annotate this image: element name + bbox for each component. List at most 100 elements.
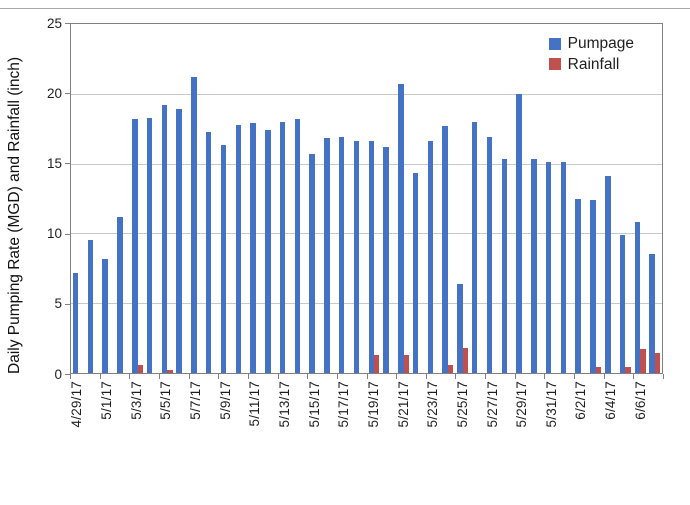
category-5/16/17 bbox=[322, 24, 337, 373]
category-6/3/17 bbox=[588, 24, 603, 373]
pumpage-bar-5/18/17 bbox=[353, 141, 360, 373]
category-5/4/17 bbox=[145, 24, 160, 373]
y-tick-label-25: 25 bbox=[46, 15, 62, 31]
pumpage-bar-5/4/17 bbox=[146, 117, 153, 373]
category-5/5/17 bbox=[160, 24, 175, 373]
pumpage-bar-5/2/17 bbox=[117, 216, 123, 373]
category-5/23/17 bbox=[426, 24, 441, 373]
bar-series-container bbox=[71, 24, 662, 373]
x-tick-mark-8 bbox=[188, 374, 190, 379]
category-6/4/17 bbox=[603, 24, 618, 373]
x-tick-mark-24 bbox=[425, 374, 427, 379]
x-tick-label-5/11/17: 5/11/17 bbox=[247, 381, 263, 427]
y-tick-mark-5 bbox=[65, 303, 70, 305]
x-tick-label-5/9/17: 5/9/17 bbox=[217, 381, 233, 420]
legend-swatch-rainfall bbox=[548, 58, 561, 71]
pumpage-bar-5/28/17 bbox=[501, 159, 508, 373]
pumpage-bar-5/1/17 bbox=[102, 258, 108, 373]
pumpage-bar-5/7/17 bbox=[191, 77, 197, 373]
category-5/7/17 bbox=[189, 24, 204, 373]
gridline-y-20 bbox=[71, 93, 662, 95]
rainfall-bar-5/21/17 bbox=[403, 354, 410, 373]
x-tick-mark-34 bbox=[574, 374, 576, 379]
category-6/1/17 bbox=[559, 24, 574, 373]
category-5/10/17 bbox=[234, 24, 249, 373]
y-tick-label-15: 15 bbox=[46, 155, 62, 171]
pumpage-bar-6/6/17 bbox=[634, 222, 641, 373]
x-tick-mark-14 bbox=[277, 374, 279, 379]
category-5/17/17 bbox=[337, 24, 352, 373]
gridline-y-5 bbox=[71, 303, 662, 305]
pumpage-bar-6/2/17 bbox=[575, 198, 581, 373]
y-tick-mark-25 bbox=[65, 23, 70, 24]
category-6/2/17 bbox=[574, 24, 589, 373]
pumpage-bar-5/29/17 bbox=[516, 93, 522, 373]
gridline-y-10 bbox=[71, 233, 662, 235]
pumpage-bar-5/19/17 bbox=[368, 141, 375, 373]
figure-top-border bbox=[0, 8, 690, 9]
pumpage-bar-5/24/17 bbox=[442, 125, 448, 373]
category-5/11/17 bbox=[248, 24, 263, 373]
category-5/9/17 bbox=[219, 24, 234, 373]
pumpage-bar-5/8/17 bbox=[205, 131, 212, 373]
y-tick-label-5: 5 bbox=[54, 296, 62, 312]
x-tick-label-5/17/17: 5/17/17 bbox=[336, 381, 352, 428]
pumpage-bar-5/6/17 bbox=[176, 109, 182, 373]
category-5/13/17 bbox=[278, 24, 293, 373]
category-4/30/17 bbox=[86, 24, 101, 373]
x-tick-label-5/13/17: 5/13/17 bbox=[276, 381, 292, 428]
rainfall-bar-5/19/17 bbox=[374, 354, 380, 373]
pumpage-bar-5/27/17 bbox=[486, 137, 493, 373]
rainfall-bar-6/7/17 bbox=[654, 352, 661, 373]
category-5/25/17 bbox=[455, 24, 470, 373]
category-5/1/17 bbox=[101, 24, 116, 373]
pumpage-bar-4/29/17 bbox=[72, 272, 79, 373]
y-tick-mark-10 bbox=[65, 233, 70, 235]
x-tick-mark-16 bbox=[307, 374, 309, 379]
x-tick-mark-36 bbox=[603, 374, 605, 379]
x-tick-mark-12 bbox=[247, 374, 249, 379]
x-tick-label-5/19/17: 5/19/17 bbox=[365, 381, 381, 428]
x-tick-mark-30 bbox=[514, 374, 516, 379]
x-tick-label-5/15/17: 5/15/17 bbox=[306, 381, 322, 428]
category-5/15/17 bbox=[308, 24, 323, 373]
category-6/5/17 bbox=[618, 24, 633, 373]
x-tick-label-6/2/17: 6/2/17 bbox=[573, 381, 589, 420]
category-5/21/17 bbox=[396, 24, 411, 373]
pumpage-bar-5/25/17 bbox=[457, 283, 463, 373]
category-5/20/17 bbox=[381, 24, 396, 373]
x-tick-mark-22 bbox=[396, 374, 398, 379]
x-tick-label-5/25/17: 5/25/17 bbox=[454, 381, 470, 428]
pumpage-bar-5/9/17 bbox=[220, 145, 227, 373]
x-tick-label-5/5/17: 5/5/17 bbox=[158, 381, 174, 420]
rainfall-bar-5/24/17 bbox=[447, 365, 454, 373]
pumpage-bar-5/20/17 bbox=[383, 146, 389, 373]
x-tick-label-5/23/17: 5/23/17 bbox=[425, 381, 441, 428]
category-5/19/17 bbox=[367, 24, 382, 373]
rainfall-bar-5/3/17 bbox=[137, 364, 143, 373]
pumpage-bar-5/16/17 bbox=[324, 138, 330, 373]
x-tick-mark-10 bbox=[218, 374, 220, 379]
y-tick-label-20: 20 bbox=[46, 85, 62, 101]
pumpage-bar-5/31/17 bbox=[545, 162, 552, 373]
legend-swatch-pumpage bbox=[548, 37, 561, 50]
x-tick-label-5/21/17: 5/21/17 bbox=[395, 381, 411, 428]
x-tick-mark-4 bbox=[129, 374, 131, 379]
legend-item-rainfall: Rainfall bbox=[548, 56, 634, 73]
category-5/18/17 bbox=[352, 24, 367, 373]
x-tick-mark-6 bbox=[158, 374, 160, 379]
y-tick-mark-20 bbox=[65, 93, 70, 95]
pumpage-bar-5/22/17 bbox=[412, 173, 419, 373]
category-5/2/17 bbox=[115, 24, 130, 373]
category-5/14/17 bbox=[293, 24, 308, 373]
legend-item-pumpage: Pumpage bbox=[548, 36, 634, 52]
x-tick-label-5/1/17: 5/1/17 bbox=[99, 381, 115, 420]
category-5/24/17 bbox=[441, 24, 456, 373]
y-tick-mark-0 bbox=[65, 374, 70, 375]
x-tick-label-5/31/17: 5/31/17 bbox=[543, 381, 559, 428]
rainfall-bar-6/3/17 bbox=[595, 366, 602, 373]
pumpage-bar-5/13/17 bbox=[279, 121, 286, 373]
x-tick-mark-18 bbox=[336, 374, 338, 379]
x-tick-mark-2 bbox=[99, 374, 101, 379]
pumpage-bar-5/15/17 bbox=[309, 153, 315, 373]
